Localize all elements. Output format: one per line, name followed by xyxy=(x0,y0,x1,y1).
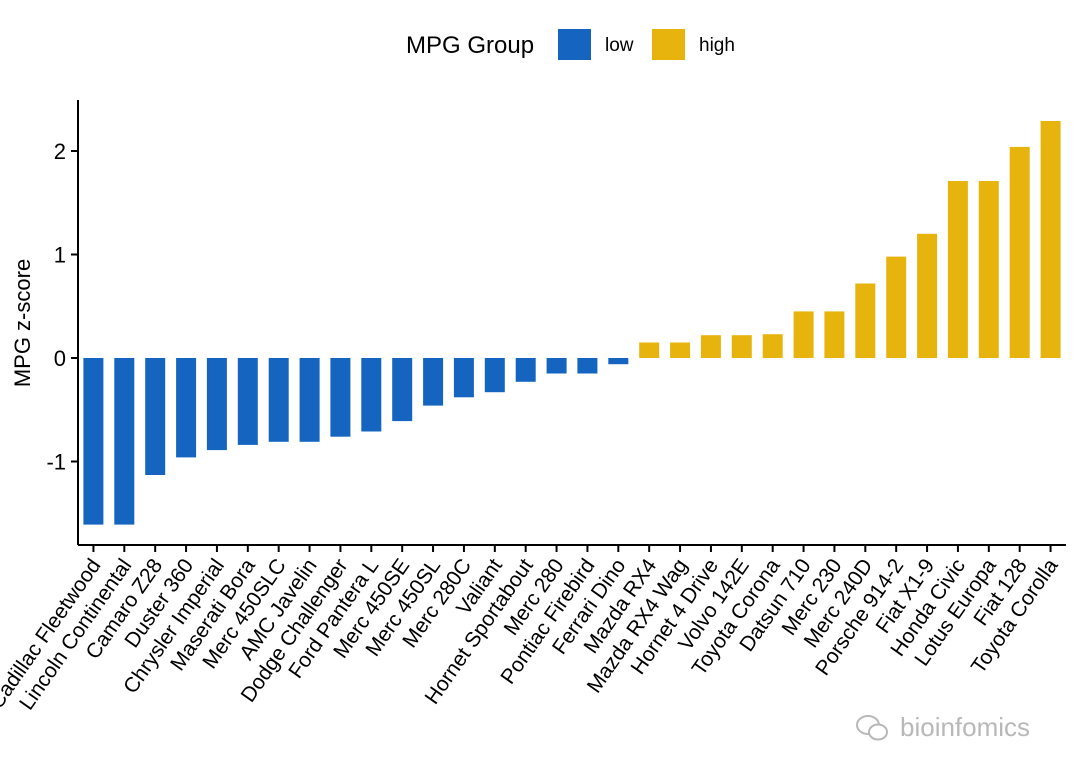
bar xyxy=(453,358,474,398)
bar xyxy=(515,358,536,382)
y-axis-label: MPG z-score xyxy=(10,259,35,387)
bar xyxy=(1009,146,1030,358)
legend-label-low: low xyxy=(605,35,634,56)
bar xyxy=(145,358,166,475)
bar xyxy=(855,283,876,358)
y-tick-label: -1 xyxy=(46,450,66,475)
bar xyxy=(793,311,814,358)
bar xyxy=(700,335,721,358)
wechat-icon xyxy=(856,715,888,741)
bar xyxy=(268,358,289,442)
watermark-text: bioinfomics xyxy=(900,712,1030,742)
bar xyxy=(824,311,845,358)
bar xyxy=(176,358,197,458)
watermark: bioinfomics xyxy=(856,712,1030,742)
bar xyxy=(978,181,999,358)
bar xyxy=(546,358,567,374)
bar xyxy=(114,358,135,525)
bar xyxy=(423,358,444,406)
legend-swatch-low xyxy=(558,29,591,60)
bar xyxy=(392,358,413,422)
bar xyxy=(237,358,258,445)
bar xyxy=(577,358,598,374)
bar xyxy=(917,233,938,358)
bar xyxy=(361,358,382,432)
legend-swatch-high xyxy=(652,29,685,60)
bar xyxy=(886,256,907,358)
bar xyxy=(731,335,752,358)
bar xyxy=(608,358,629,365)
bar xyxy=(206,358,227,451)
bar xyxy=(484,358,505,393)
bar xyxy=(83,358,104,525)
bar xyxy=(947,181,968,358)
legend-title: MPG Group xyxy=(406,32,534,59)
y-axis: -1 0 1 2 xyxy=(46,100,79,545)
bar xyxy=(299,358,320,442)
bar xyxy=(762,334,783,358)
legend-label-high: high xyxy=(699,35,735,56)
y-tick-label: 2 xyxy=(54,139,66,164)
legend: MPG Group low high xyxy=(406,29,735,60)
bar xyxy=(1040,121,1061,358)
bar xyxy=(330,358,351,437)
bar xyxy=(639,342,660,358)
y-tick-label: 0 xyxy=(54,346,66,371)
bar xyxy=(670,342,691,358)
bars xyxy=(83,121,1061,525)
y-tick-label: 1 xyxy=(54,243,66,268)
